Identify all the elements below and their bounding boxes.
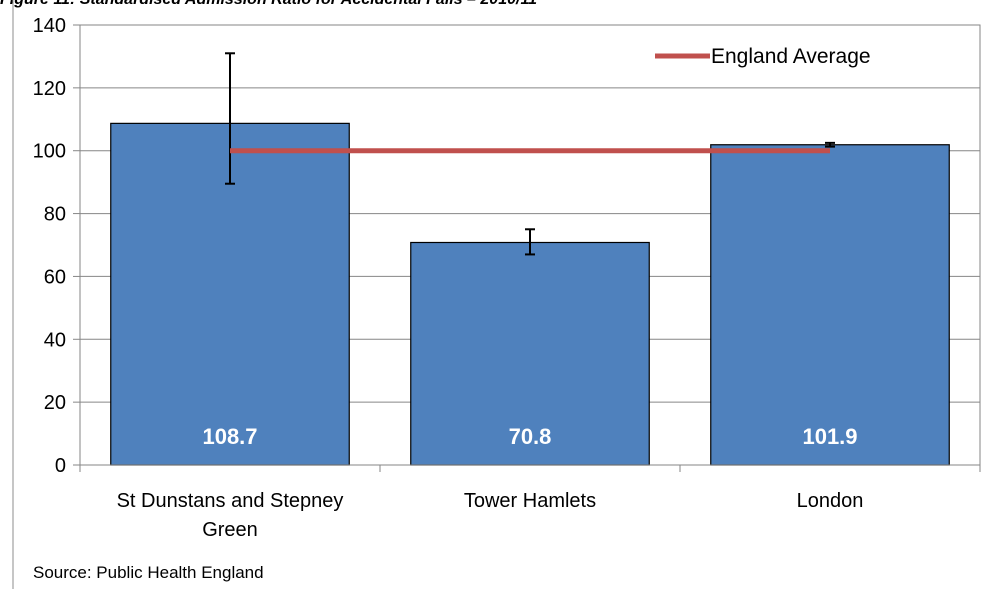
y-tick-label: 100 xyxy=(33,141,66,163)
x-category-label: London xyxy=(797,490,864,512)
y-tick-label: 40 xyxy=(44,329,66,351)
bar xyxy=(710,144,950,466)
x-category-label: Green xyxy=(202,519,258,541)
bar xyxy=(110,122,350,466)
y-tick-label: 20 xyxy=(44,392,66,414)
bars xyxy=(110,122,950,466)
data-label: 101.9 xyxy=(802,424,857,449)
legend-label: England Average xyxy=(711,45,871,68)
y-tick-label: 0 xyxy=(55,455,66,477)
source-note: Source: Public Health England xyxy=(33,563,264,582)
y-tick-label: 80 xyxy=(44,204,66,226)
bar xyxy=(410,241,650,466)
x-category-label: St Dunstans and Stepney xyxy=(117,490,344,512)
data-labels: 108.7 70.8 101.9 xyxy=(202,424,857,449)
data-label: 70.8 xyxy=(509,424,552,449)
y-tick-label: 140 xyxy=(33,15,66,37)
y-tick-label: 60 xyxy=(44,266,66,288)
y-tick-label: 120 xyxy=(33,78,66,100)
legend: England Average xyxy=(655,45,871,68)
x-category-label: Tower Hamlets xyxy=(464,490,596,512)
data-label: 108.7 xyxy=(202,424,257,449)
chart-title: Figure 11: Standardised Admission Ratio … xyxy=(0,0,537,8)
axes: 0 20 40 60 80 100 120 140 St Dunstans and Stepne… xyxy=(33,15,981,541)
error-bars xyxy=(225,52,835,256)
